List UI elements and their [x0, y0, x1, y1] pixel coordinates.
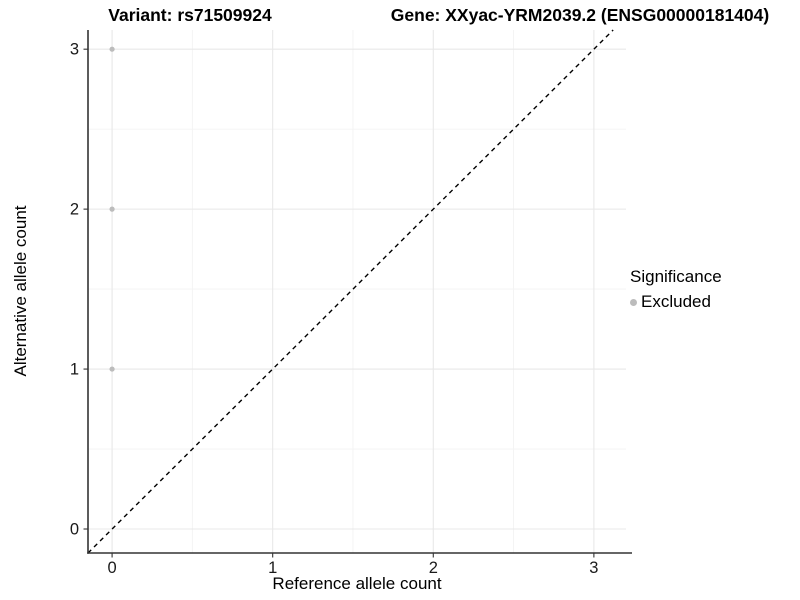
plot-title-variant: Variant: rs71509924 [108, 5, 272, 25]
y-tick-label: 1 [70, 361, 79, 379]
identity-reference-line [87, 29, 614, 554]
legend-item-label: Excluded [641, 292, 711, 311]
x-tick-label: 1 [268, 559, 277, 577]
legend-title: Significance [630, 267, 722, 286]
y-axis-title: Alternative allele count [11, 205, 30, 377]
legend-point-icon [630, 298, 637, 306]
legend: Significance Excluded [630, 267, 722, 312]
y-tick-label: 0 [70, 521, 79, 539]
y-tick-label: 3 [70, 41, 79, 59]
plot-title-gene: Gene: XXyac-YRM2039.2 (ENSG00000181404) [390, 5, 770, 25]
data-point [109, 206, 115, 212]
data-point [109, 366, 115, 372]
x-tick-label: 3 [589, 559, 598, 577]
legend-item-excluded: Excluded [630, 292, 722, 312]
y-tick-label: 2 [70, 201, 79, 219]
x-axis-title: Reference allele count [272, 574, 442, 593]
x-tick-label: 0 [107, 559, 116, 577]
x-tick-label: 2 [429, 559, 438, 577]
data-point [109, 46, 115, 52]
